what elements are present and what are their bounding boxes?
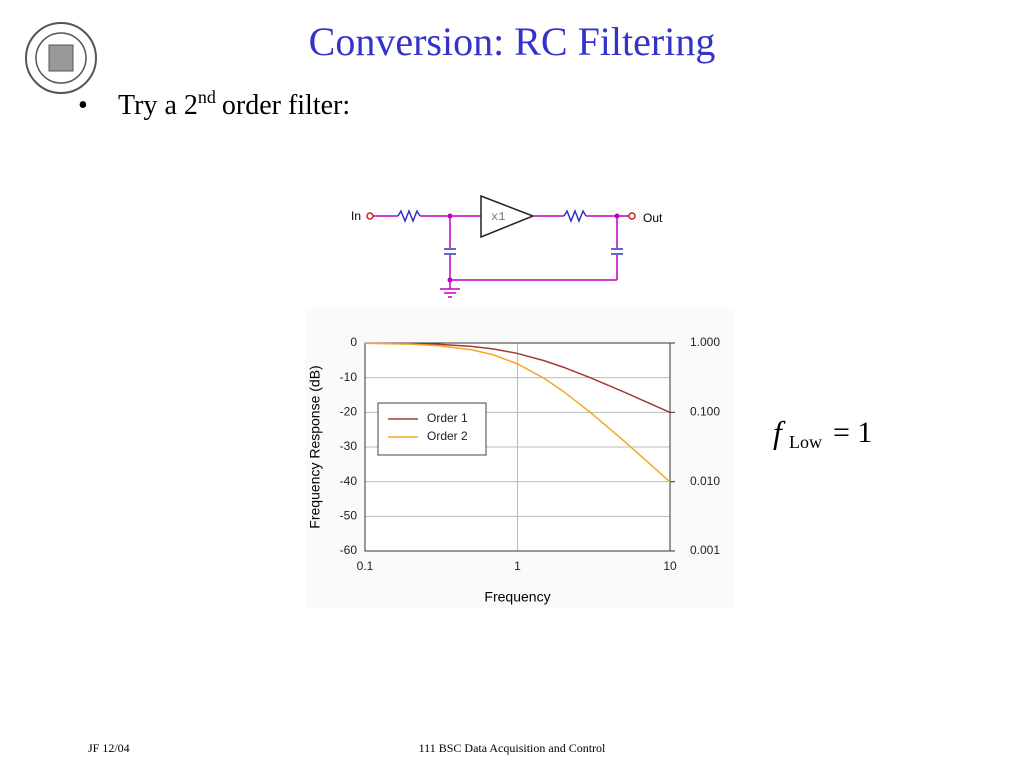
y2-tick-label: 0.001 [690,543,720,557]
legend-box [377,402,487,456]
y2-tick-label: 0.010 [690,474,720,488]
legend-label: Order 1 [427,411,468,425]
bullet-sup: nd [198,87,216,107]
series-line [364,342,671,483]
y-tick-label: -60 [340,543,358,557]
footer-left: JF 12/04 [88,741,130,755]
y-tick-label: 0 [350,335,357,349]
y-tick-label: -30 [340,439,358,453]
footer-center: 111 BSC Data Acquisition and Control [419,741,606,755]
y-tick-label: -50 [340,509,358,523]
y-tick-label: -40 [340,474,358,488]
circuit-out: Out [643,211,663,225]
y2-tick-label: 1.000 [690,335,720,349]
circuit [366,194,636,298]
circuit-buffer: x1 [491,210,505,224]
formula-sub: Low [789,432,822,452]
bullet-marker: • [78,90,88,121]
series-line [364,342,671,414]
formula-rhs: = 1 [833,416,872,449]
y-tick-label: -20 [340,405,358,419]
y-axis-label: Frequency Response (dB) [307,365,323,528]
bullet-main: Try a 2 [118,90,198,121]
logo [25,22,97,94]
chart: 0 -10 -20 -30 -40 -50 -60 0.1 1 10 1.000 0.100 0.010… [307,335,721,605]
x-axis-label: Frequency [484,589,550,605]
circuit-in: In [351,209,361,223]
slide-title: Conversion: RC Filtering [309,19,716,64]
bullet-text: Try a 2nd order filter: [118,87,350,121]
y-tick-label: -10 [340,370,358,384]
legend-label: Order 2 [427,429,468,443]
y2-tick-label: 0.100 [690,405,720,419]
bullet-rest: order filter: [222,90,350,121]
x-tick-label: 0.1 [357,559,374,573]
formula-lhs: f [773,414,786,450]
x-tick-label: 1 [514,559,521,573]
x-tick-label: 10 [663,559,677,573]
plot-frame [364,342,671,552]
